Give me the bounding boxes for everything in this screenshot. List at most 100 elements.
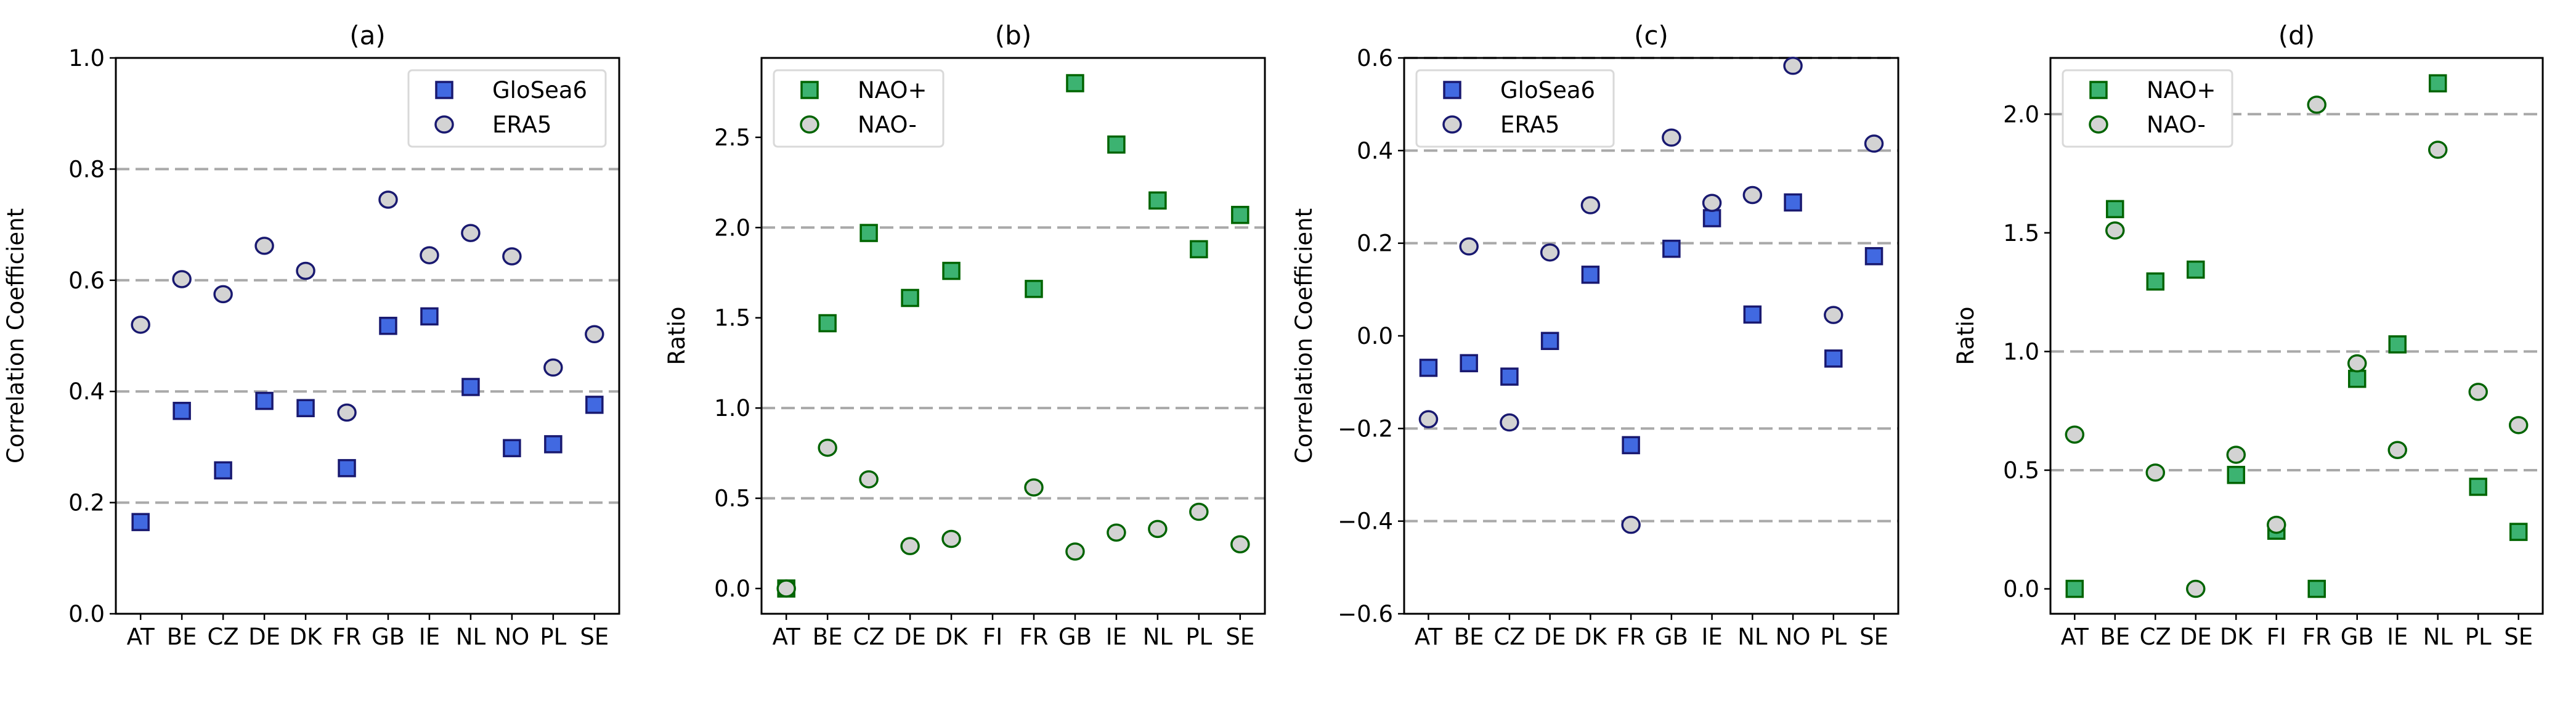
x-tick-label: CZ	[2140, 624, 2171, 650]
x-tick-label: GB	[372, 624, 405, 650]
x-tick-label: BE	[2100, 624, 2130, 650]
data-point-square	[1231, 206, 1249, 224]
y-tick-label: 1.0	[714, 395, 750, 422]
x-tick-label: FI	[983, 624, 1002, 650]
panel-title: (c)	[1634, 20, 1668, 51]
data-point-square	[2347, 369, 2367, 388]
data-point-square	[1743, 305, 1762, 324]
x-tick-label: PL	[1820, 624, 1847, 650]
data-point-square	[2106, 200, 2124, 219]
x-tick-label: NL	[1143, 624, 1173, 650]
x-tick-label: DE	[894, 624, 926, 650]
data-point-square	[2469, 478, 2487, 496]
legend-box	[1415, 69, 1615, 148]
data-point-circle	[1500, 413, 1519, 432]
data-point-circle	[1864, 134, 1884, 153]
y-tick-label: 1.0	[68, 45, 105, 71]
x-tick-label: NL	[1737, 624, 1768, 650]
legend: NAO+ NAO-	[773, 69, 945, 148]
y-tick-label: 0.0	[1357, 323, 1393, 349]
data-point-circle	[2267, 515, 2286, 534]
data-point-circle	[420, 246, 439, 264]
data-point-circle	[254, 237, 274, 255]
data-point-circle	[1024, 478, 1044, 497]
data-point-circle	[2145, 463, 2166, 482]
data-point-circle	[296, 261, 315, 280]
x-tick-label: PL	[540, 624, 566, 650]
data-point-circle	[2468, 383, 2488, 401]
data-point-circle	[818, 438, 837, 457]
data-point-circle	[2428, 141, 2448, 159]
data-point-circle	[1702, 193, 1722, 213]
data-point-circle	[502, 247, 522, 266]
x-tick-label: FR	[333, 624, 362, 650]
data-point-square	[2065, 579, 2084, 598]
data-point-square	[2509, 523, 2528, 541]
y-tick-label: −0.4	[1338, 508, 1393, 535]
y-tick-label: 0.2	[68, 490, 105, 516]
data-point-circle	[461, 224, 481, 242]
x-tick-label: DE	[2180, 624, 2212, 650]
data-point-circle	[1065, 542, 1085, 561]
data-point-square	[859, 224, 878, 242]
data-point-square	[1107, 135, 1126, 154]
data-point-circle	[1230, 535, 1250, 553]
y-tick-label: 2.0	[2003, 101, 2039, 128]
data-point-square	[2307, 579, 2326, 598]
panel-title: (a)	[349, 20, 386, 51]
data-point-circle	[131, 316, 150, 334]
data-point-square	[2146, 272, 2165, 291]
data-point-circle	[2186, 579, 2206, 598]
y-tick-label: −0.2	[1338, 415, 1393, 442]
x-tick-label: FR	[1617, 624, 1646, 650]
x-tick-label: FR	[2302, 624, 2331, 650]
x-tick-label: NO	[1776, 624, 1811, 650]
legend: NAO+ NAO-	[2062, 69, 2233, 148]
x-tick-label: IE	[419, 624, 440, 650]
axes-frame	[2049, 57, 2544, 615]
data-point-circle	[941, 529, 961, 548]
legend-marker-circle	[434, 115, 454, 134]
y-axis-label: Correlation Coefficient	[1291, 208, 1317, 463]
y-tick-label: 0.4	[68, 378, 105, 405]
data-point-circle	[1824, 306, 1843, 324]
data-point-square	[1864, 246, 1883, 266]
x-tick-label: DE	[1534, 624, 1566, 650]
data-point-square	[1702, 209, 1721, 227]
data-point-square	[1662, 239, 1681, 258]
data-point-square	[1066, 74, 1084, 92]
legend: GloSea6 ERA5	[1415, 69, 1615, 148]
x-tick-label: AT	[2061, 624, 2089, 650]
data-point-square	[338, 458, 356, 478]
data-point-square	[2227, 465, 2246, 484]
data-point-square	[1419, 359, 1438, 377]
legend-label: NAO-	[2147, 112, 2206, 138]
panel-a: 0.0 0.2 0.4 0.6 0.8 1.0 AT BE CZ DE DK FR GB IE NL NO PL…	[2, 20, 620, 650]
legend-marker-circle	[2089, 115, 2108, 134]
data-point-square	[818, 314, 837, 333]
data-point-circle	[1148, 519, 1168, 539]
data-point-square	[461, 378, 480, 396]
data-point-circle	[1189, 502, 1209, 521]
data-point-square	[296, 399, 315, 418]
axes-frame	[760, 57, 1266, 615]
data-point-square	[1460, 354, 1478, 373]
data-point-circle	[337, 403, 357, 422]
x-tick-label: CZ	[208, 624, 239, 650]
data-point-square	[1540, 332, 1559, 351]
panel-title: (b)	[995, 20, 1031, 51]
y-tick-label: 1.0	[2003, 338, 2039, 365]
data-point-circle	[172, 270, 192, 288]
data-point-square	[420, 307, 439, 326]
legend-marker-square	[1443, 81, 1461, 99]
x-tick-label: FR	[1019, 624, 1048, 650]
legend-label: GloSea6	[1500, 77, 1595, 104]
data-point-circle	[900, 537, 920, 555]
y-tick-label: 0.5	[2003, 457, 2039, 484]
x-tick-label: DK	[935, 624, 969, 650]
x-tick-label: SE	[1859, 624, 1888, 650]
data-point-square	[2428, 74, 2447, 92]
data-point-circle	[776, 579, 796, 598]
data-point-square	[585, 396, 604, 414]
